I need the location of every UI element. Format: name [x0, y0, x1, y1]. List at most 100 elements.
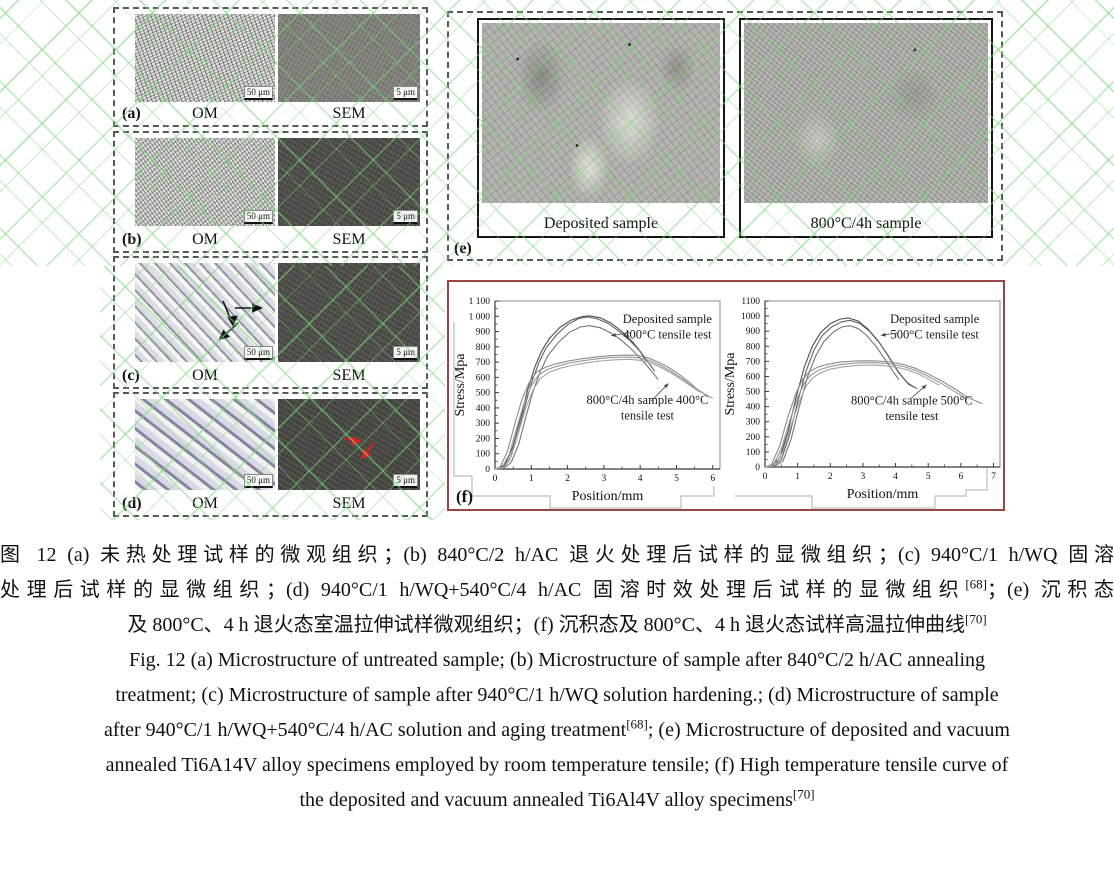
caption-line-zh-3: 及 800°C、4 h 退火态室温拉伸试样微观组织；(f) 沉积态及 800°C…	[0, 608, 1114, 643]
sem-micrograph-b: 5 μm	[278, 138, 420, 226]
deposited-sample-caption: Deposited sample	[543, 215, 659, 232]
panel-f: 0 100 200 300 400 500 600 700 800 900 1 000 1 100 0 1…	[447, 280, 1005, 511]
y-tick-label: 600	[746, 372, 761, 382]
tensile-chart-400c: 0 100 200 300 400 500 600 700 800 900 1 000 1 100 0 1…	[449, 282, 729, 509]
y-tick-label: 1100	[741, 297, 760, 307]
caption-line-zh-2: 处理后试样的显微组织；(d) 940°C/1 h/WQ+540°C/4 h/AC…	[0, 573, 1114, 608]
caption-text: ；(e) 沉积态	[987, 579, 1114, 601]
deposited-sample-micrograph	[482, 23, 720, 203]
x-tick-label: 3	[861, 472, 866, 482]
scale-bar-label: 50 μm	[243, 474, 273, 488]
y-tick-label: 400	[746, 403, 761, 413]
y-tick-label: 900	[746, 327, 761, 337]
chart-annotation: Deposited sample	[890, 312, 980, 326]
x-tick-label: 0	[493, 474, 498, 484]
panel-d: 50 μm 5 μm (d) OM SEM	[113, 392, 428, 517]
scale-bar-label: 50 μm	[243, 86, 273, 100]
panel-label-row: (c) OM SEM	[115, 365, 426, 387]
y-axis-label: Stress/Mpa	[453, 353, 468, 417]
sem-micrograph-a: 5 μm	[278, 14, 420, 102]
sem-label: SEM	[332, 367, 366, 384]
panel-letter: (e)	[454, 240, 472, 257]
y-tick-label: 700	[476, 358, 491, 368]
caption-line-en-1: Fig. 12 (a) Microstructure of untreated …	[0, 643, 1114, 678]
scale-bar-label: 5 μm	[393, 346, 418, 360]
y-tick-label: 1 100	[469, 297, 491, 307]
caption-text: 处理后试样的显微组织；(d) 940°C/1 h/WQ+540°C/4 h/AC…	[0, 579, 966, 601]
y-tick-label: 200	[476, 434, 491, 444]
x-tick-label: 6	[958, 472, 963, 482]
caption-text: 图 12 (a) 未热处理试样的微观组织；(b) 840°C/2 h/AC 退火…	[0, 544, 1114, 566]
caption-text: after 940°C/1 h/WQ+540°C/4 h/AC solution…	[104, 719, 627, 741]
y-tick-label: 0	[755, 463, 760, 473]
chart-annotation: 800°C/4h sample 500°C	[851, 393, 973, 407]
y-tick-label: 100	[476, 450, 491, 460]
om-label: OM	[192, 495, 218, 512]
panel-b: 50 μm 5 μm (b) OM SEM	[113, 131, 428, 253]
reference-superscript: [68]	[626, 716, 648, 732]
y-tick-label: 300	[746, 418, 761, 428]
caption-text: ; (e) Microstructure of deposited and va…	[647, 719, 1010, 741]
y-tick-label: 900	[476, 328, 491, 338]
x-axis-label: Position/mm	[847, 487, 919, 502]
specimen-outline-icon	[735, 422, 988, 509]
panel-label-row: (b) OM SEM	[115, 229, 426, 251]
panel-label-row: (d) OM SEM	[115, 493, 426, 515]
caption-line-zh-1: 图 12 (a) 未热处理试样的微观组织；(b) 840°C/2 h/AC 退火…	[0, 538, 1114, 573]
sem-label: SEM	[332, 105, 366, 122]
x-tick-label: 2	[828, 472, 833, 482]
y-tick-label: 700	[746, 357, 761, 367]
figure-caption: 图 12 (a) 未热处理试样的微观组织；(b) 840°C/2 h/AC 退火…	[0, 538, 1114, 818]
y-tick-label: 0	[485, 465, 490, 475]
caption-text: the deposited and vacuum annealed Ti6Al4…	[299, 789, 793, 811]
reference-superscript: [70]	[792, 786, 815, 802]
annotation-arrowhead-icon	[921, 384, 927, 390]
y-axis-label: Stress/Mpa	[723, 352, 738, 416]
panel-label-row: (a) OM SEM	[115, 103, 426, 125]
y-tick-label: 300	[476, 419, 491, 429]
chart-annotation: tensile test	[621, 409, 675, 423]
tensile-curve	[764, 362, 968, 468]
panel-letter: (f)	[456, 487, 473, 506]
scale-bar-label: 5 μm	[393, 210, 418, 224]
tensile-curve	[494, 315, 647, 470]
panel-c: 50 μm 5 μm (c) OM SEM	[113, 256, 428, 389]
panel-e: Deposited sample 800°C/4h sample (e)	[447, 11, 1003, 261]
caption-line-en-4: annealed Ti6A14V alloy specimens employe…	[0, 748, 1114, 783]
sem-micrograph-c: 5 μm	[278, 263, 420, 362]
scale-bar-label: 5 μm	[393, 474, 418, 488]
x-tick-label: 1	[529, 474, 534, 484]
y-tick-label: 400	[476, 404, 491, 414]
om-micrograph-c: 50 μm	[135, 263, 275, 362]
tensile-curve	[494, 354, 701, 470]
om-micrograph-d: 50 μm	[135, 399, 275, 490]
scale-bar-label: 50 μm	[243, 210, 273, 224]
x-axis-label: Position/mm	[572, 489, 644, 504]
chart-annotation: 800°C/4h sample 400°C	[587, 393, 709, 407]
panel-a: 50 μm 5 μm (a) OM SEM	[113, 7, 428, 127]
om-label: OM	[192, 367, 218, 384]
reference-superscript: [70]	[964, 611, 987, 627]
tensile-curve	[494, 358, 713, 470]
x-tick-label: 1	[795, 472, 800, 482]
x-tick-label: 4	[893, 472, 898, 482]
x-tick-label: 6	[710, 474, 715, 484]
om-label: OM	[192, 231, 218, 248]
x-tick-label: 7	[991, 472, 996, 482]
y-tick-label: 800	[476, 343, 491, 353]
y-tick-label: 200	[746, 433, 761, 443]
deposited-sample-box: Deposited sample	[477, 18, 725, 238]
caption-line-en-5: the deposited and vacuum annealed Ti6Al4…	[0, 783, 1114, 818]
annealed-sample-micrograph	[744, 23, 988, 203]
specimen-outline-icon	[453, 322, 715, 509]
x-tick-label: 4	[638, 474, 643, 484]
y-tick-label: 1000	[741, 312, 760, 322]
annotation-arrowhead-icon	[611, 333, 616, 337]
tensile-chart-500c: 0 100 200 300 400 500 600 700 800 900 1000 1100 0 1 2 3…	[719, 282, 1005, 509]
om-label: OM	[192, 105, 218, 122]
x-tick-label: 3	[601, 474, 606, 484]
x-tick-label: 2	[565, 474, 570, 484]
sem-micrograph-d: 5 μm	[278, 399, 420, 490]
tensile-curve	[764, 319, 918, 468]
